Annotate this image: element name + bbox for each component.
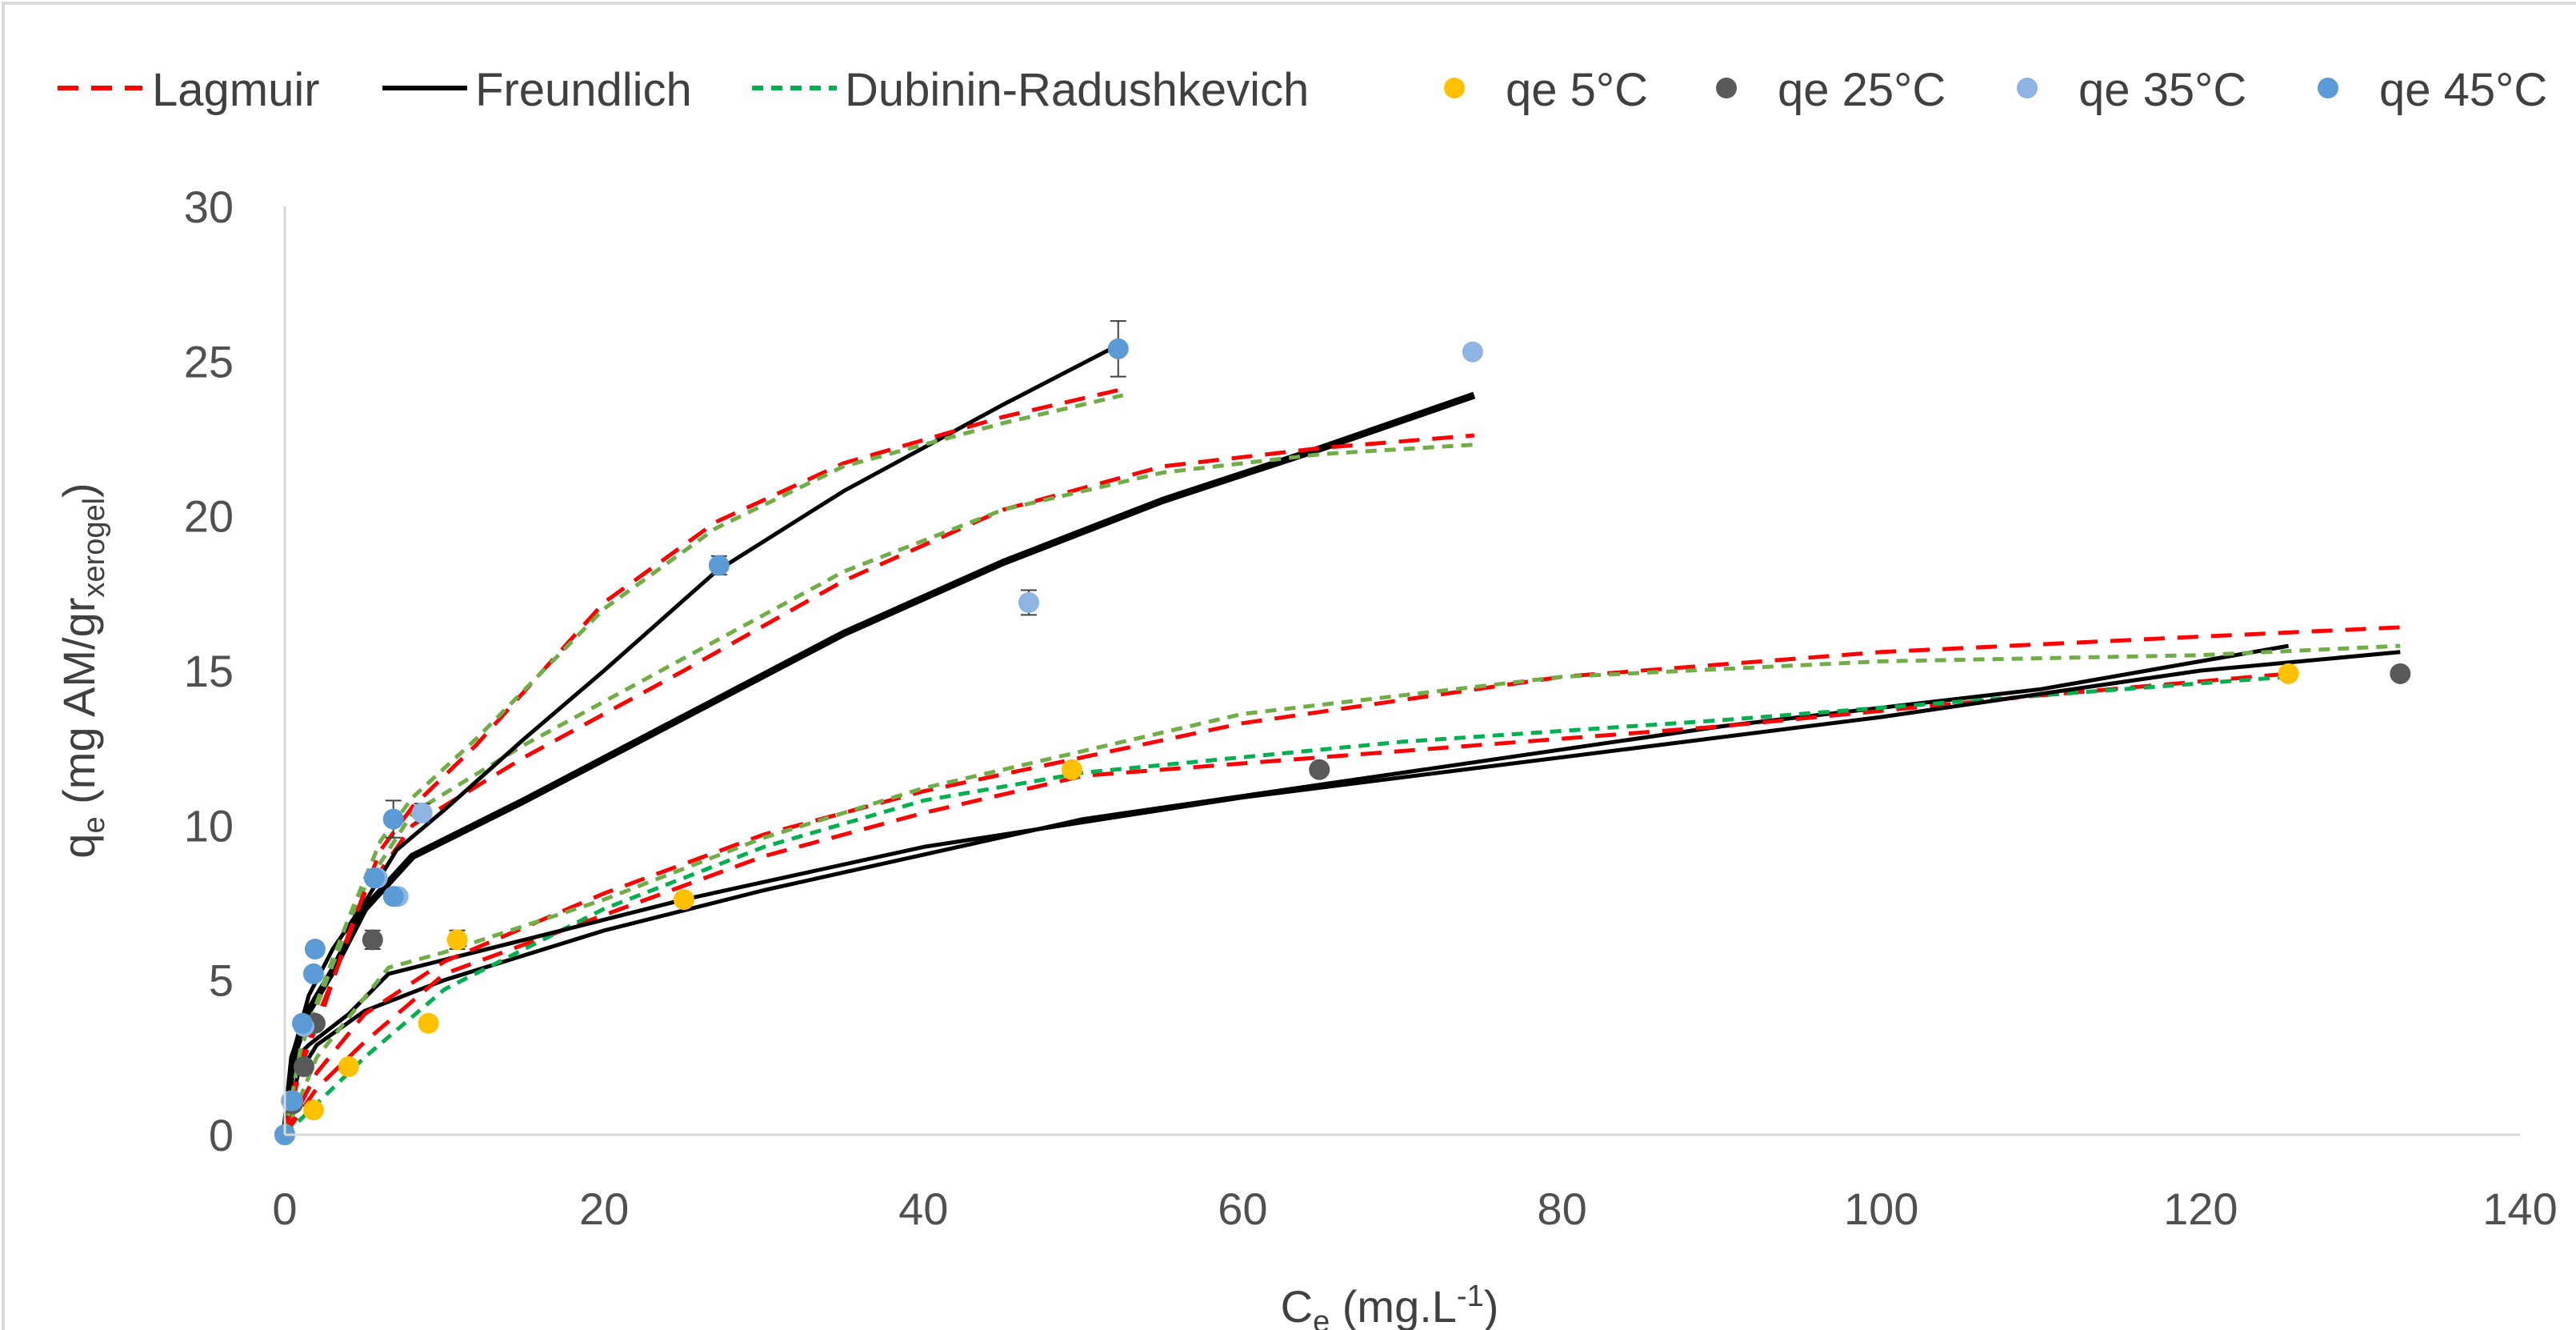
data-point-qe-35c [1018, 592, 1039, 613]
data-point-qe-25c [362, 929, 383, 950]
legend-qe-25c-label: qe 25°C [1778, 64, 1946, 116]
data-point-qe-45c [383, 809, 404, 830]
y-tick-label: 15 [184, 646, 234, 696]
x-tick-label: 80 [1537, 1184, 1586, 1234]
x-tick-label: 0 [272, 1184, 297, 1234]
y-tick-label: 30 [184, 182, 234, 232]
data-point-qe-45c [305, 939, 326, 959]
y-tick-label: 0 [209, 1110, 234, 1160]
data-point-qe-25c [2390, 663, 2410, 684]
legend-freundlich-label: Freundlich [475, 64, 692, 116]
x-tick-label: 100 [1844, 1184, 1918, 1234]
legend-qe-25c-marker [1716, 78, 1737, 98]
data-point-qe-5c [418, 1013, 439, 1034]
x-tick-label: 140 [2482, 1184, 2557, 1234]
legend-qe-45c-marker [2318, 78, 2338, 98]
legend-qe-5c-marker [1444, 78, 1465, 98]
y-tick-label: 5 [209, 955, 234, 1006]
data-point-qe-5c [1062, 759, 1082, 780]
y-tick-label: 10 [184, 800, 234, 851]
data-point-qe-45c [709, 555, 730, 576]
legend-lagmuir-label: Lagmuir [152, 64, 320, 116]
data-point-qe-45c [364, 867, 385, 888]
data-point-qe-25c [294, 1056, 314, 1077]
legend-qe-5c-label: qe 5°C [1506, 64, 1648, 116]
data-point-qe-25c [1309, 759, 1330, 780]
data-point-qe-35c [412, 803, 433, 823]
x-tick-label: 120 [2163, 1184, 2238, 1234]
y-tick-label: 20 [184, 491, 234, 542]
legend-qe-35c-marker [2017, 78, 2038, 98]
data-point-qe-45c [1108, 339, 1129, 359]
legend-qe-35c-label: qe 35°C [2078, 64, 2246, 116]
data-point-qe-5c [2278, 663, 2299, 684]
data-point-qe-5c [338, 1056, 359, 1077]
x-tick-label: 20 [579, 1184, 629, 1234]
legend-dubinin-radushkevich-label: Dubinin-Radushkevich [845, 64, 1309, 116]
data-point-qe-45c [303, 963, 324, 984]
data-point-qe-45c [292, 1013, 313, 1034]
data-point-qe-5c [674, 889, 694, 910]
legend-qe-45c-label: qe 45°C [2379, 64, 2547, 116]
data-point-qe-5c [447, 929, 468, 950]
y-tick-label: 25 [184, 336, 234, 387]
x-tick-label: 60 [1218, 1184, 1267, 1234]
data-point-qe-45c [383, 886, 404, 907]
data-point-qe-5c [303, 1100, 324, 1120]
data-point-qe-35c [1462, 342, 1483, 363]
x-tick-label: 40 [898, 1184, 948, 1234]
